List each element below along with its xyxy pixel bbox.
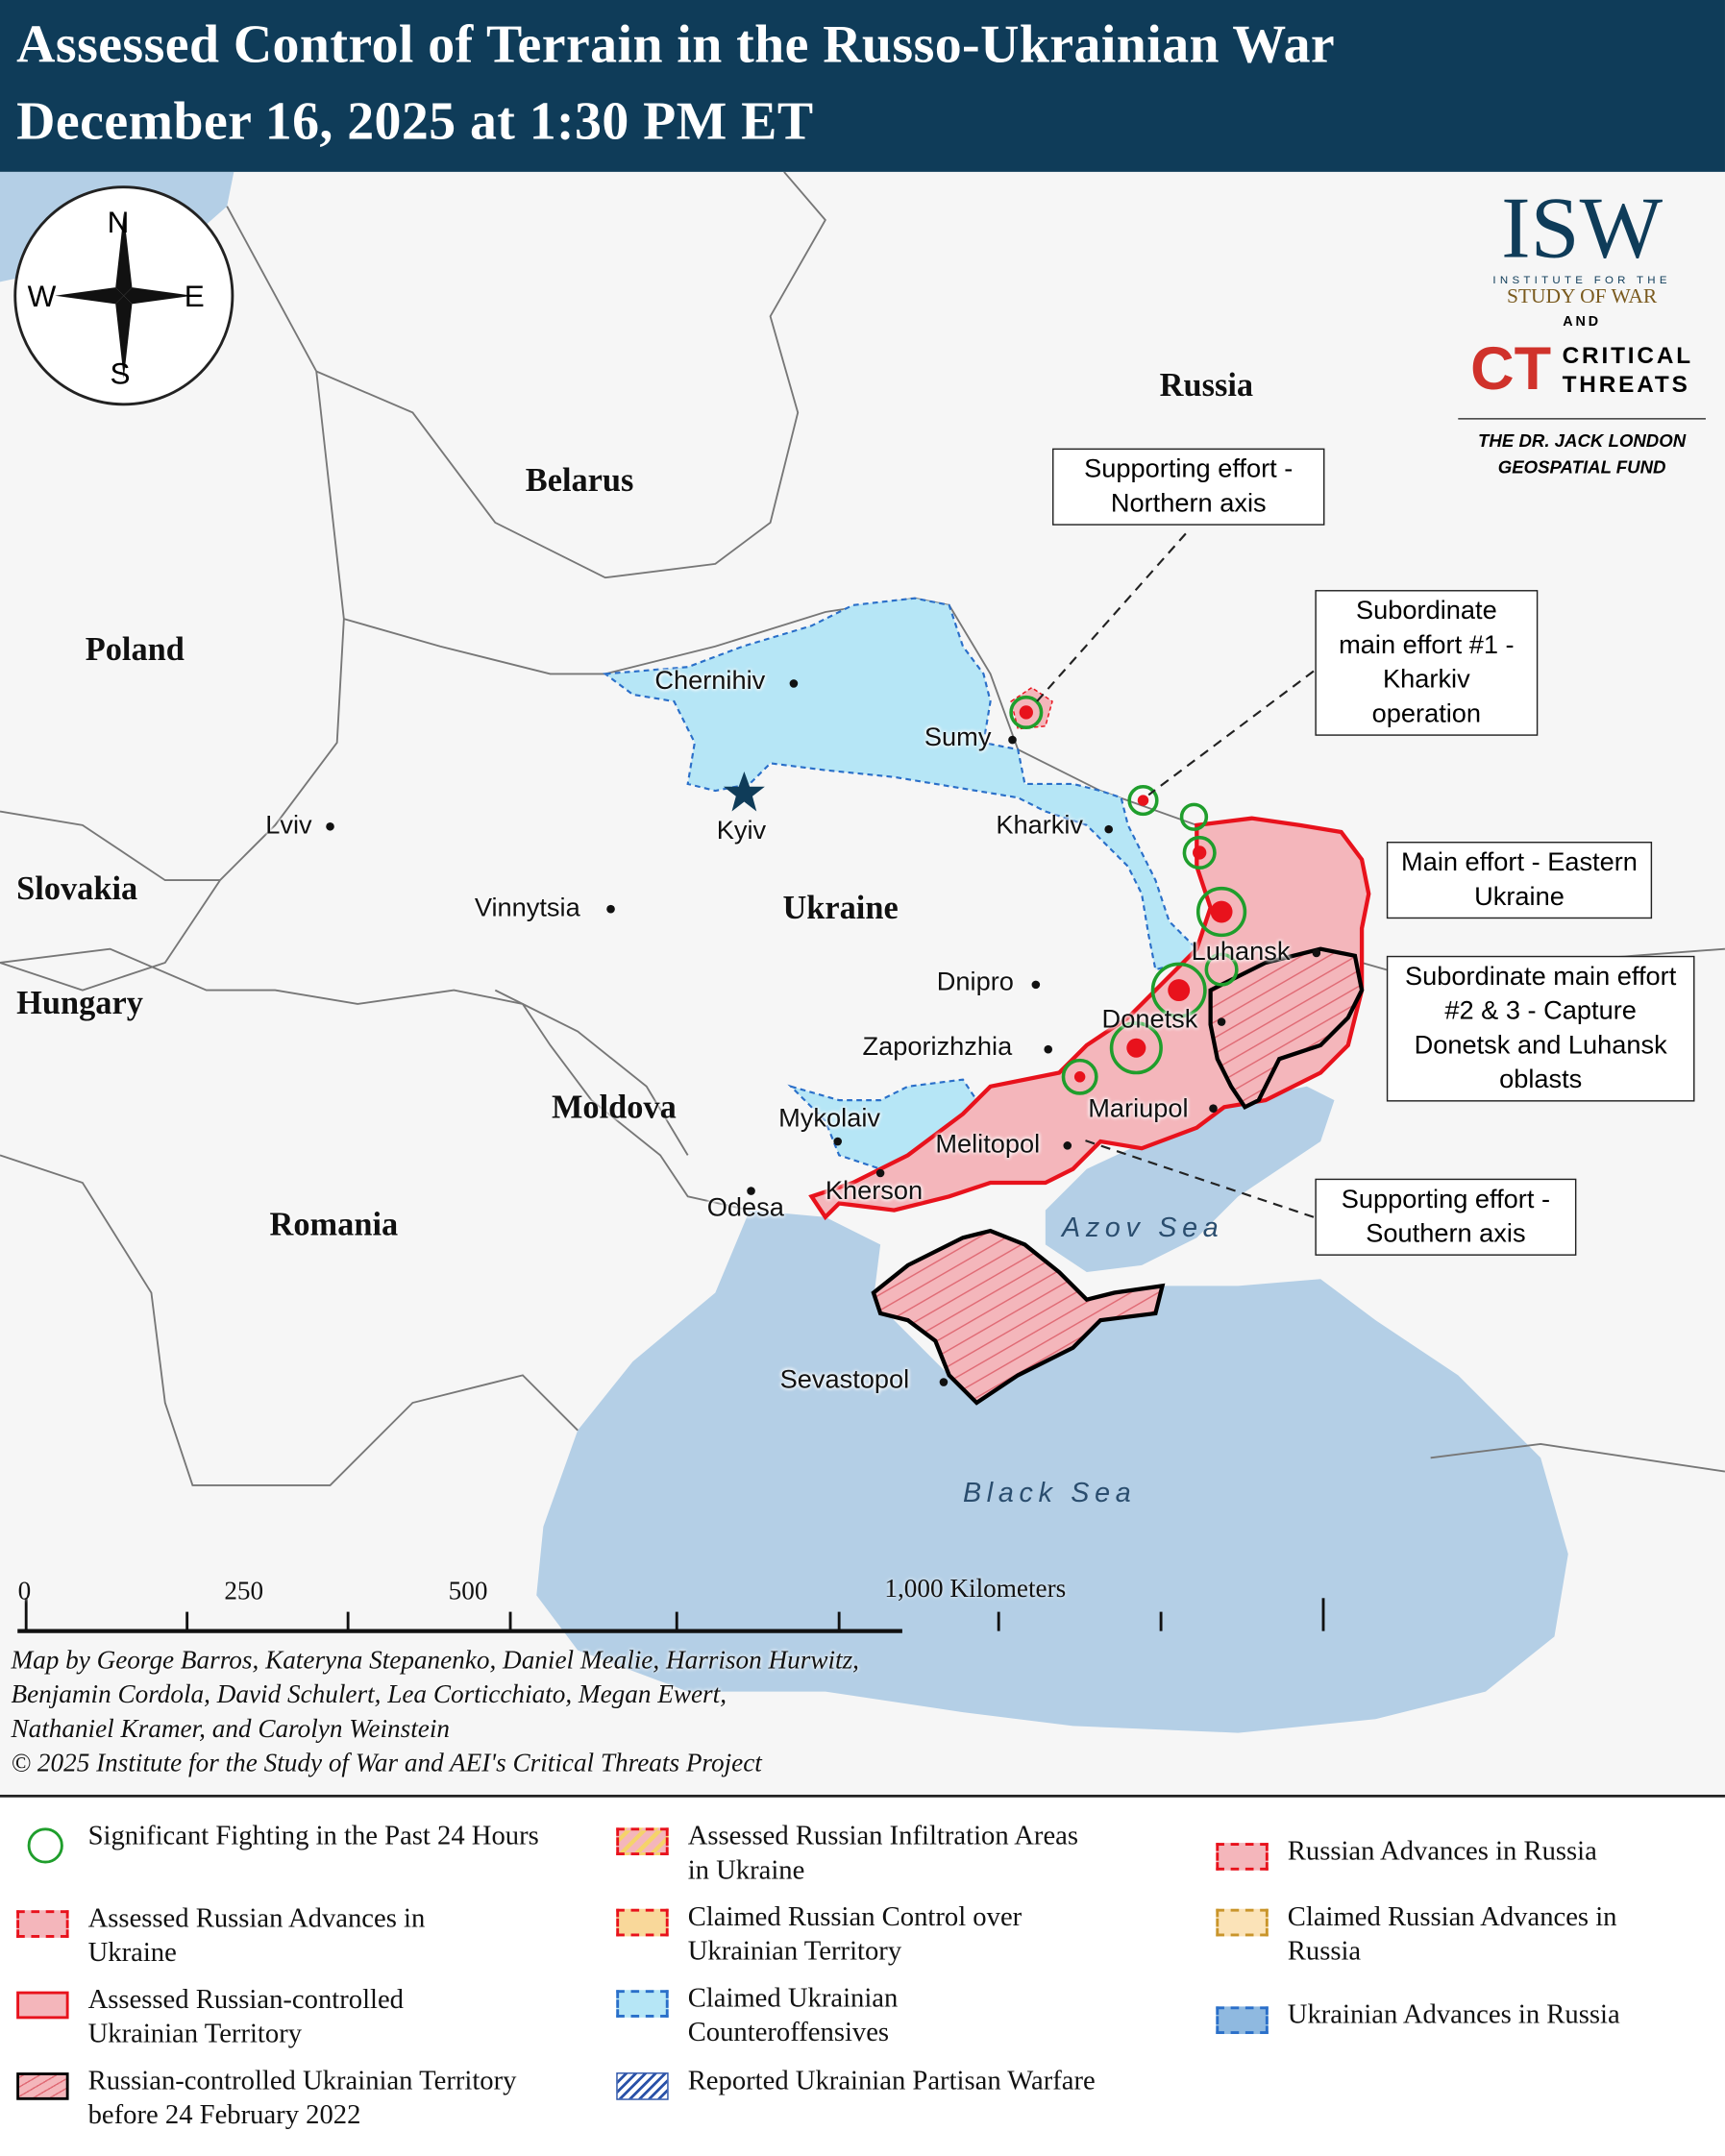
label-moldova: Moldova bbox=[551, 1090, 677, 1127]
callout-northern-axis: Supporting effort - Northern axis bbox=[1052, 448, 1325, 526]
city-dnipro: Dnipro bbox=[936, 968, 1014, 997]
callout-eastern-ukraine: Main effort - Eastern Ukraine bbox=[1386, 842, 1653, 919]
legend-item: Russian-controlled Ukrainian Territory b… bbox=[16, 2065, 567, 2134]
legend-item: Claimed Russian Advances in Russia bbox=[1216, 1900, 1684, 1970]
legend-item: Assessed Russian Infiltration Areas in U… bbox=[616, 1820, 1097, 1889]
compass-north: N bbox=[107, 205, 130, 240]
legend-item: Significant Fighting in the Past 24 Hour… bbox=[27, 1820, 551, 1864]
fighting-circle-huliaipole bbox=[1061, 1058, 1098, 1095]
infiltration-swatch-icon bbox=[616, 1827, 669, 1855]
fighting-circle-pokrovsk bbox=[1150, 962, 1207, 1018]
city-dots bbox=[326, 679, 1321, 1386]
scale-label-250: 250 bbox=[224, 1577, 264, 1606]
ukrainian-counteroffensive-area bbox=[602, 597, 1198, 971]
label-russia: Russia bbox=[1159, 368, 1254, 404]
map-title: Assessed Control of Terrain in the Russo… bbox=[16, 14, 1336, 75]
map-header: Assessed Control of Terrain in the Russo… bbox=[0, 0, 1725, 172]
kyiv-capital-star-icon bbox=[723, 772, 765, 812]
label-slovakia: Slovakia bbox=[16, 871, 138, 908]
fighting-circle-sumy bbox=[1009, 695, 1044, 729]
legend-item: Assessed Russian Advances in Ukraine bbox=[16, 1902, 511, 1972]
compass-south: S bbox=[110, 355, 131, 391]
city-donetsk: Donetsk bbox=[1101, 1005, 1198, 1035]
city-sumy: Sumy bbox=[924, 723, 992, 752]
city-chernihiv: Chernihiv bbox=[654, 667, 766, 697]
city-kharkiv: Kharkiv bbox=[996, 811, 1084, 841]
city-kherson: Kherson bbox=[825, 1177, 924, 1207]
callout-leader-lines bbox=[1033, 532, 1315, 1218]
partisan-hatch-swatch-icon bbox=[616, 2072, 669, 2100]
callout-donetsk-luhansk: Subordinate main effort #2 & 3 - Capture… bbox=[1386, 955, 1695, 1102]
map-legend: Significant Fighting in the Past 24 Hour… bbox=[0, 1797, 1725, 2156]
azov-sea bbox=[1045, 1086, 1335, 1273]
fighting-circle-kharkiv bbox=[1127, 784, 1159, 817]
legend-item: Russian Advances in Russia bbox=[1216, 1834, 1711, 1871]
legend-item: Claimed Ukrainian Counteroffensives bbox=[616, 1982, 1028, 2051]
compass-west: W bbox=[27, 279, 57, 314]
compass-east: E bbox=[184, 279, 205, 314]
pre-2022-crimea bbox=[871, 1228, 1166, 1406]
map-area[interactable]: N S E W ISW INSTITUTE FOR THE STUDY OF W… bbox=[0, 171, 1725, 1798]
solid-red-swatch-icon bbox=[16, 1991, 69, 2020]
label-poland: Poland bbox=[85, 632, 185, 669]
city-vinnytsia: Vinnytsia bbox=[474, 894, 580, 923]
city-lviv: Lviv bbox=[265, 811, 312, 841]
label-azov-sea: Azov Sea bbox=[1062, 1213, 1224, 1243]
ukrainian-advance-russia-swatch-icon bbox=[1216, 2006, 1269, 2035]
label-belarus: Belarus bbox=[525, 463, 634, 500]
city-mykolaiv: Mykolaiv bbox=[778, 1104, 880, 1134]
label-hungary: Hungary bbox=[16, 986, 143, 1022]
scale-label-1000: 1,000 Kilometers bbox=[884, 1574, 1067, 1605]
compass-rose-icon: N S E W bbox=[13, 185, 234, 406]
legend-item: Ukrainian Advances in Russia bbox=[1216, 1998, 1711, 2035]
isw-wordmark: ISW bbox=[1501, 179, 1663, 277]
fighting-circle-kupiansk bbox=[1179, 802, 1209, 831]
label-black-sea: Black Sea bbox=[962, 1478, 1137, 1509]
pre-2022-donbas bbox=[1208, 946, 1365, 1111]
map-credits: Map by George Barros, Kateryna Stepanenk… bbox=[11, 1646, 859, 1778]
city-melitopol: Melitopol bbox=[935, 1130, 1041, 1160]
russia-advance-swatch-icon bbox=[1216, 1843, 1269, 1871]
legend-item: Assessed Russian-controlled Ukrainian Te… bbox=[16, 1983, 511, 2052]
fighting-circle-lyman bbox=[1182, 835, 1217, 870]
scale-label-500: 500 bbox=[448, 1577, 488, 1606]
fighting-circle-siversk bbox=[1195, 886, 1247, 938]
scale-label-0: 0 bbox=[17, 1577, 32, 1606]
city-zaporizhzhia: Zaporizhzhia bbox=[862, 1032, 1013, 1063]
fighting-circle-kostiantynivka bbox=[1204, 952, 1239, 987]
claimed-ukrainian-swatch-icon bbox=[616, 1990, 669, 2018]
legend-item: Claimed Russian Control over Ukrainian T… bbox=[616, 1900, 1111, 1970]
hatched-black-swatch-icon bbox=[16, 2072, 69, 2100]
label-ukraine: Ukraine bbox=[782, 891, 899, 927]
city-mariupol: Mariupol bbox=[1088, 1094, 1189, 1124]
city-sevastopol: Sevastopol bbox=[779, 1365, 910, 1395]
callout-southern-axis: Supporting effort - Southern axis bbox=[1315, 1178, 1577, 1256]
map-date: December 16, 2025 at 1:30 PM ET bbox=[16, 91, 814, 152]
green-circle-icon bbox=[27, 1827, 63, 1864]
legend-item: Reported Ukrainian Partisan Warfare bbox=[616, 2065, 1111, 2100]
city-kyiv: Kyiv bbox=[716, 817, 767, 846]
city-odesa: Odesa bbox=[706, 1193, 784, 1223]
claimed-russia-advance-swatch-icon bbox=[1216, 1908, 1269, 1937]
assessed-russian-advances bbox=[1019, 705, 1233, 1083]
isw-ct-logo: ISW INSTITUTE FOR THE STUDY OF WAR AND C… bbox=[1458, 183, 1706, 479]
significant-fighting-circles bbox=[1009, 695, 1247, 1095]
city-luhansk: Luhansk bbox=[1191, 938, 1291, 968]
callout-kharkiv-operation: Subordinate main effort #1 - Kharkiv ope… bbox=[1315, 590, 1539, 736]
scale-bar bbox=[17, 1598, 1325, 1633]
dashed-red-swatch-icon bbox=[16, 1910, 69, 1938]
fighting-circle-velykomykhailivka bbox=[1109, 1021, 1163, 1075]
label-romania: Romania bbox=[269, 1207, 399, 1243]
black-sea bbox=[536, 1210, 1568, 1733]
claimed-russian-swatch-icon bbox=[616, 1908, 669, 1937]
